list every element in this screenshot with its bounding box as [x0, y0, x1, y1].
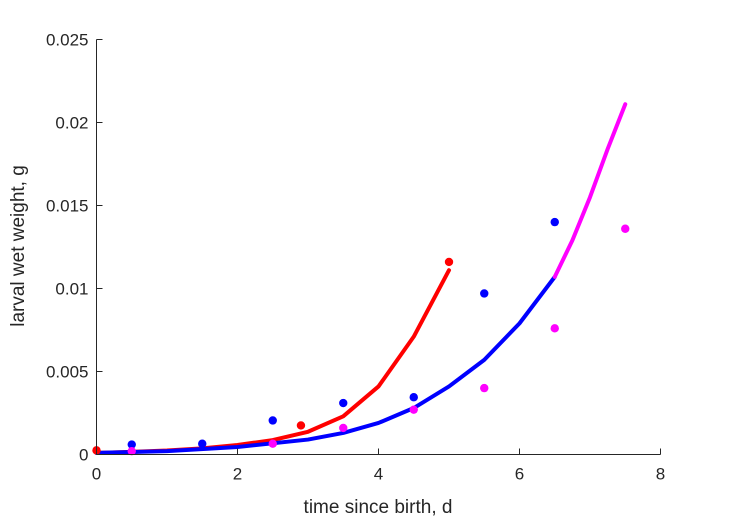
x-ticks: 0 2 4 6 8 — [92, 448, 665, 484]
axes — [96, 39, 661, 455]
x-tick-label: 8 — [656, 465, 665, 484]
x-axis-label: time since birth, d — [304, 497, 453, 518]
y-tick-label: 0.005 — [46, 363, 89, 382]
data-point — [339, 423, 348, 433]
y-tick-label: 0.01 — [55, 280, 88, 299]
fitted-curve — [552, 102, 628, 279]
fitted-curve — [94, 274, 557, 455]
data-point — [480, 289, 489, 298]
data-point — [409, 405, 418, 414]
data-point — [550, 217, 559, 227]
fitted-curves — [94, 102, 628, 455]
data-point — [339, 398, 348, 408]
data-point — [268, 416, 277, 425]
y-tick-label: 0.02 — [55, 114, 88, 133]
data-point — [268, 439, 277, 448]
y-tick-label: 0.015 — [46, 197, 89, 216]
y-axis-label: larval wet weight, g — [8, 165, 29, 327]
x-tick-label: 6 — [515, 465, 524, 484]
data-point — [198, 439, 207, 448]
y-tick-label: 0.025 — [46, 31, 89, 50]
x-tick-label: 2 — [233, 465, 242, 484]
data-point — [444, 257, 454, 267]
y-tick-label: 0 — [79, 446, 88, 465]
x-tick-label: 0 — [92, 465, 101, 484]
data-point — [550, 324, 559, 333]
data-points — [92, 217, 630, 456]
data-point — [621, 224, 630, 233]
data-point — [296, 421, 306, 430]
data-point — [480, 383, 489, 393]
x-tick-label: 4 — [374, 465, 383, 484]
y-ticks: 0 0.005 0.01 0.015 0.02 0.025 — [46, 31, 103, 465]
data-point — [127, 446, 136, 456]
data-point — [409, 393, 418, 402]
fitted-curve — [94, 268, 451, 455]
data-point — [127, 440, 136, 449]
